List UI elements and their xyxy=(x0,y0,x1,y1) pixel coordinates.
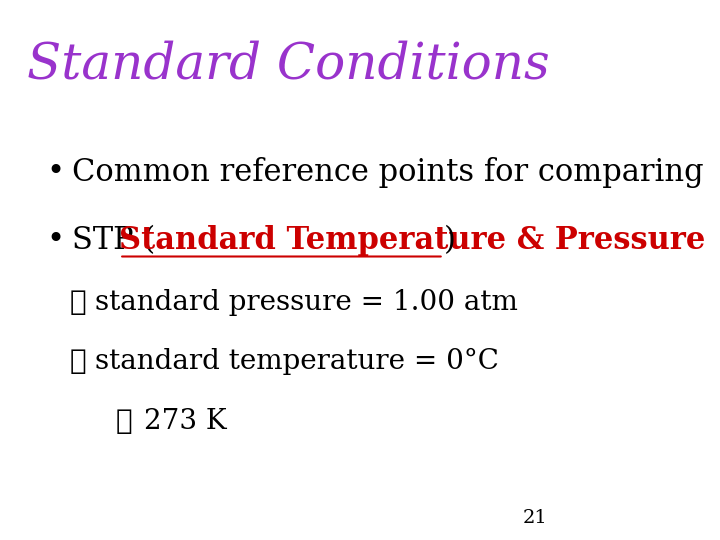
Text: ✓: ✓ xyxy=(69,348,86,375)
Text: standard temperature = 0°C: standard temperature = 0°C xyxy=(95,348,499,375)
Text: standard pressure = 1.00 atm: standard pressure = 1.00 atm xyxy=(95,289,518,316)
Text: •: • xyxy=(46,157,64,188)
Text: Standard Temperature & Pressure: Standard Temperature & Pressure xyxy=(120,225,706,256)
Text: 21: 21 xyxy=(523,509,547,528)
Text: STP (: STP ( xyxy=(72,225,156,256)
Text: ✓: ✓ xyxy=(69,289,86,316)
Text: Common reference points for comparing: Common reference points for comparing xyxy=(72,157,703,188)
Text: •: • xyxy=(46,225,64,256)
Text: ): ) xyxy=(444,225,456,256)
Text: Standard Conditions: Standard Conditions xyxy=(27,40,549,90)
Text: ➢: ➢ xyxy=(115,408,132,435)
Text: 273 K: 273 K xyxy=(144,408,227,435)
